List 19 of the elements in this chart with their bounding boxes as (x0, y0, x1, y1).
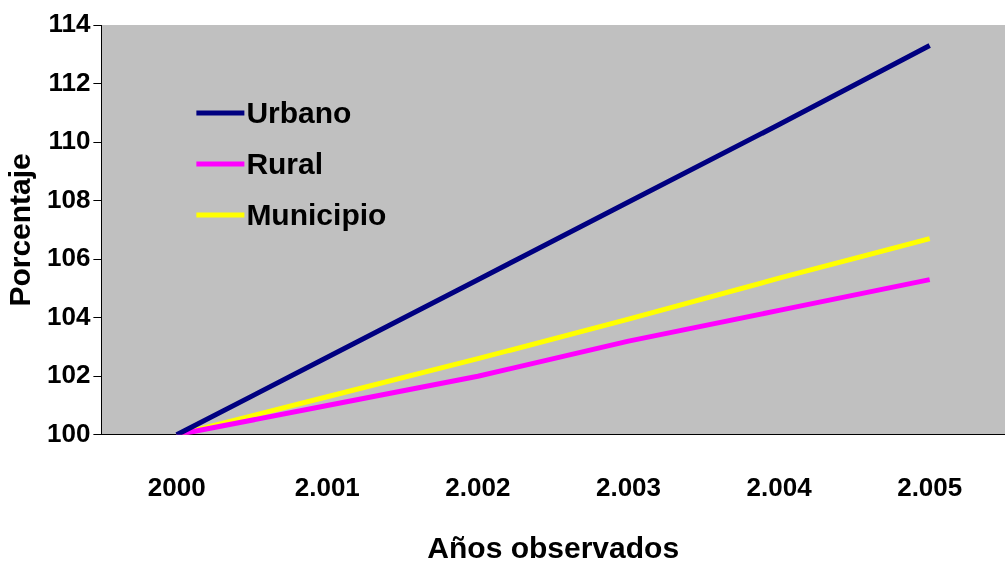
x-tick-label: 2.003 (595, 471, 662, 502)
x-tick-label: 2.001 (294, 471, 360, 502)
y-tick-label: 112 (48, 66, 91, 97)
legend-label: Rural (246, 147, 324, 181)
y-tick-label: 114 (48, 8, 91, 39)
y-tick-label: 106 (46, 242, 91, 273)
x-tick-label: 2.004 (746, 471, 813, 502)
legend-label: Municipio (246, 198, 387, 232)
y-tick-label: 110 (48, 125, 91, 156)
legend-label: Urbano (246, 96, 352, 130)
y-tick-label: 104 (46, 300, 91, 331)
y-tick-label: 108 (46, 183, 91, 214)
x-tick-label: 2.005 (897, 471, 963, 502)
y-tick-label: 100 (46, 417, 91, 448)
x-axis-title: Años observados (427, 531, 680, 565)
x-tick-label: 2000 (147, 471, 206, 502)
y-tick-label: 102 (46, 359, 91, 390)
x-tick-label: 2.002 (445, 471, 511, 502)
y-axis-title: Porcentaje (3, 153, 37, 307)
